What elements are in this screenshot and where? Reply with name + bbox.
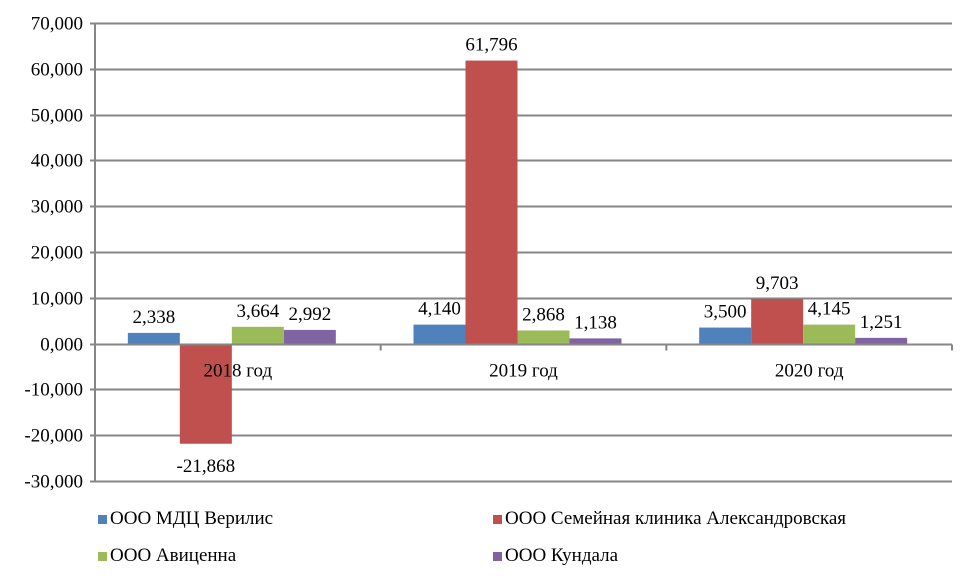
y-tick-label: 0,000 xyxy=(40,335,83,356)
y-tick-label: -20,000 xyxy=(24,426,83,447)
legend-item-kundala: ООО Кундала xyxy=(493,545,618,567)
legend-swatch xyxy=(493,551,502,561)
y-axis-tick-labels: 70,000 60,000 50,000 40,000 30,000 20,000 10,0… xyxy=(24,14,83,493)
bar xyxy=(413,324,466,344)
bar xyxy=(803,324,856,344)
legend-swatch xyxy=(98,514,107,524)
axes xyxy=(94,23,953,481)
bar xyxy=(179,343,232,444)
data-label: 1,251 xyxy=(860,312,903,333)
legend-swatch xyxy=(98,551,107,561)
legend-label: ООО Авиценна xyxy=(110,545,237,566)
bar xyxy=(751,299,804,344)
data-label: 9,703 xyxy=(756,273,799,294)
data-labels: 2,338 -21,868 3,664 2,992 4,140 61,796 2,868 1,… xyxy=(132,35,902,477)
legend-label: ООО МДЦ Верилис xyxy=(110,508,274,529)
data-label: 3,500 xyxy=(704,302,747,323)
bar xyxy=(855,337,908,344)
data-label: 2,338 xyxy=(132,307,175,328)
data-label: -21,868 xyxy=(177,456,236,477)
y-tick-label: 10,000 xyxy=(31,289,83,310)
y-tick-label: 60,000 xyxy=(31,60,83,81)
legend-label: ООО Семейная клиника Александровская xyxy=(505,508,847,529)
data-label: 61,796 xyxy=(465,35,517,56)
y-tick-label: -10,000 xyxy=(24,380,83,401)
bar xyxy=(699,327,752,344)
y-tick-label: -30,000 xyxy=(24,472,83,493)
data-label: 3,664 xyxy=(236,301,279,322)
bar xyxy=(283,329,336,344)
data-label: 4,145 xyxy=(808,299,851,320)
bar xyxy=(231,326,284,344)
legend-label: ООО Кундала xyxy=(505,545,619,566)
bar xyxy=(517,330,570,344)
x-category-label: 2020 год xyxy=(775,361,844,382)
legend-item-aleksandrovskaya: ООО Семейная клиника Александровская xyxy=(493,508,846,530)
bars xyxy=(127,60,908,444)
gridlines xyxy=(90,22,952,483)
y-tick-label: 50,000 xyxy=(31,106,83,127)
y-tick-label: 40,000 xyxy=(31,151,83,172)
data-label: 1,138 xyxy=(574,312,617,333)
x-category-label: 2019 год xyxy=(489,361,558,382)
data-label: 2,992 xyxy=(288,304,331,325)
bar xyxy=(569,338,622,344)
bar-chart: 70,000 60,000 50,000 40,000 30,000 20,000 10,0… xyxy=(24,14,953,493)
category-labels: 2018 год 2019 год 2020 год xyxy=(203,361,843,382)
legend-item-verilis: ООО МДЦ Верилис xyxy=(98,508,273,530)
x-category-label: 2018 год xyxy=(203,361,272,382)
y-tick-label: 20,000 xyxy=(31,243,83,264)
data-label: 2,868 xyxy=(522,304,565,325)
data-label: 4,140 xyxy=(418,299,461,320)
legend-item-avicenna: ООО Авиценна xyxy=(98,545,236,567)
bar xyxy=(465,60,518,344)
y-tick-label: 70,000 xyxy=(31,14,83,35)
legend-swatch xyxy=(493,514,502,524)
bar xyxy=(127,332,180,344)
y-tick-label: 30,000 xyxy=(31,197,83,218)
